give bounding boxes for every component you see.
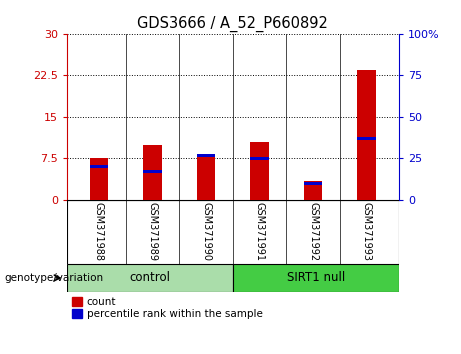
- Bar: [197, 154, 215, 156]
- Text: GSM371991: GSM371991: [254, 202, 265, 261]
- Text: GSM371990: GSM371990: [201, 202, 211, 261]
- Text: control: control: [130, 272, 170, 284]
- Text: SIRT1 null: SIRT1 null: [287, 272, 345, 284]
- Text: genotype/variation: genotype/variation: [5, 273, 104, 283]
- Bar: [233, 264, 399, 292]
- Bar: [304, 182, 323, 185]
- Bar: [357, 137, 376, 140]
- Bar: [143, 170, 162, 173]
- Bar: [89, 165, 108, 168]
- Text: GSM371992: GSM371992: [308, 202, 318, 261]
- Text: GSM371989: GSM371989: [148, 202, 158, 261]
- Title: GDS3666 / A_52_P660892: GDS3666 / A_52_P660892: [137, 16, 328, 32]
- Bar: [197, 156, 215, 200]
- Legend: count, percentile rank within the sample: count, percentile rank within the sample: [72, 297, 262, 319]
- Text: GSM371988: GSM371988: [94, 202, 104, 261]
- Bar: [304, 181, 323, 200]
- Bar: [143, 144, 162, 200]
- Bar: [67, 264, 233, 292]
- Bar: [250, 157, 269, 160]
- Bar: [89, 159, 108, 200]
- Text: GSM371993: GSM371993: [361, 202, 372, 261]
- Bar: [357, 70, 376, 200]
- Bar: [250, 142, 269, 200]
